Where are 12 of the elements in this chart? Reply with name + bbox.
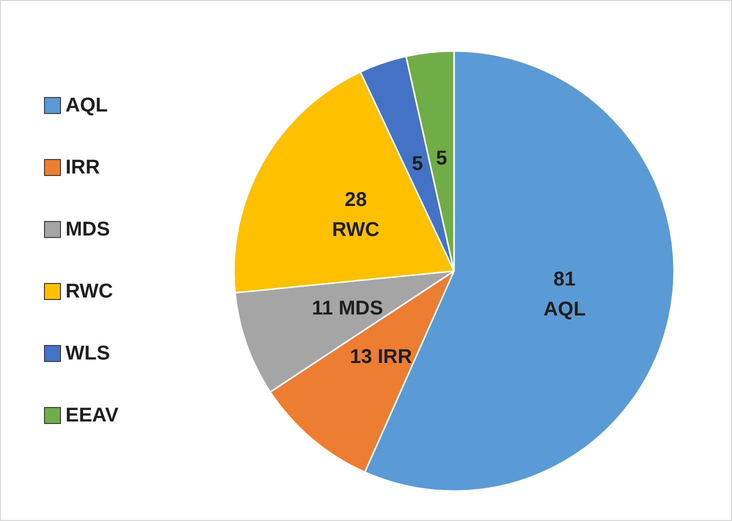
legend-label: WLS [66,342,110,364]
data-label: 81 AQL [543,268,586,320]
legend-label: RWC [66,280,113,302]
legend-label: MDS [66,218,110,240]
legend-label: IRR [66,156,100,178]
data-label: 28 RWC [332,189,380,242]
legend-label: EEAV [66,404,120,426]
data-label: 5 [436,148,448,170]
data-label: 11 MDS [312,298,384,320]
data-label: 13 IRR [350,346,413,368]
legend-label: AQL [66,94,108,116]
data-label: 5 [412,153,423,176]
